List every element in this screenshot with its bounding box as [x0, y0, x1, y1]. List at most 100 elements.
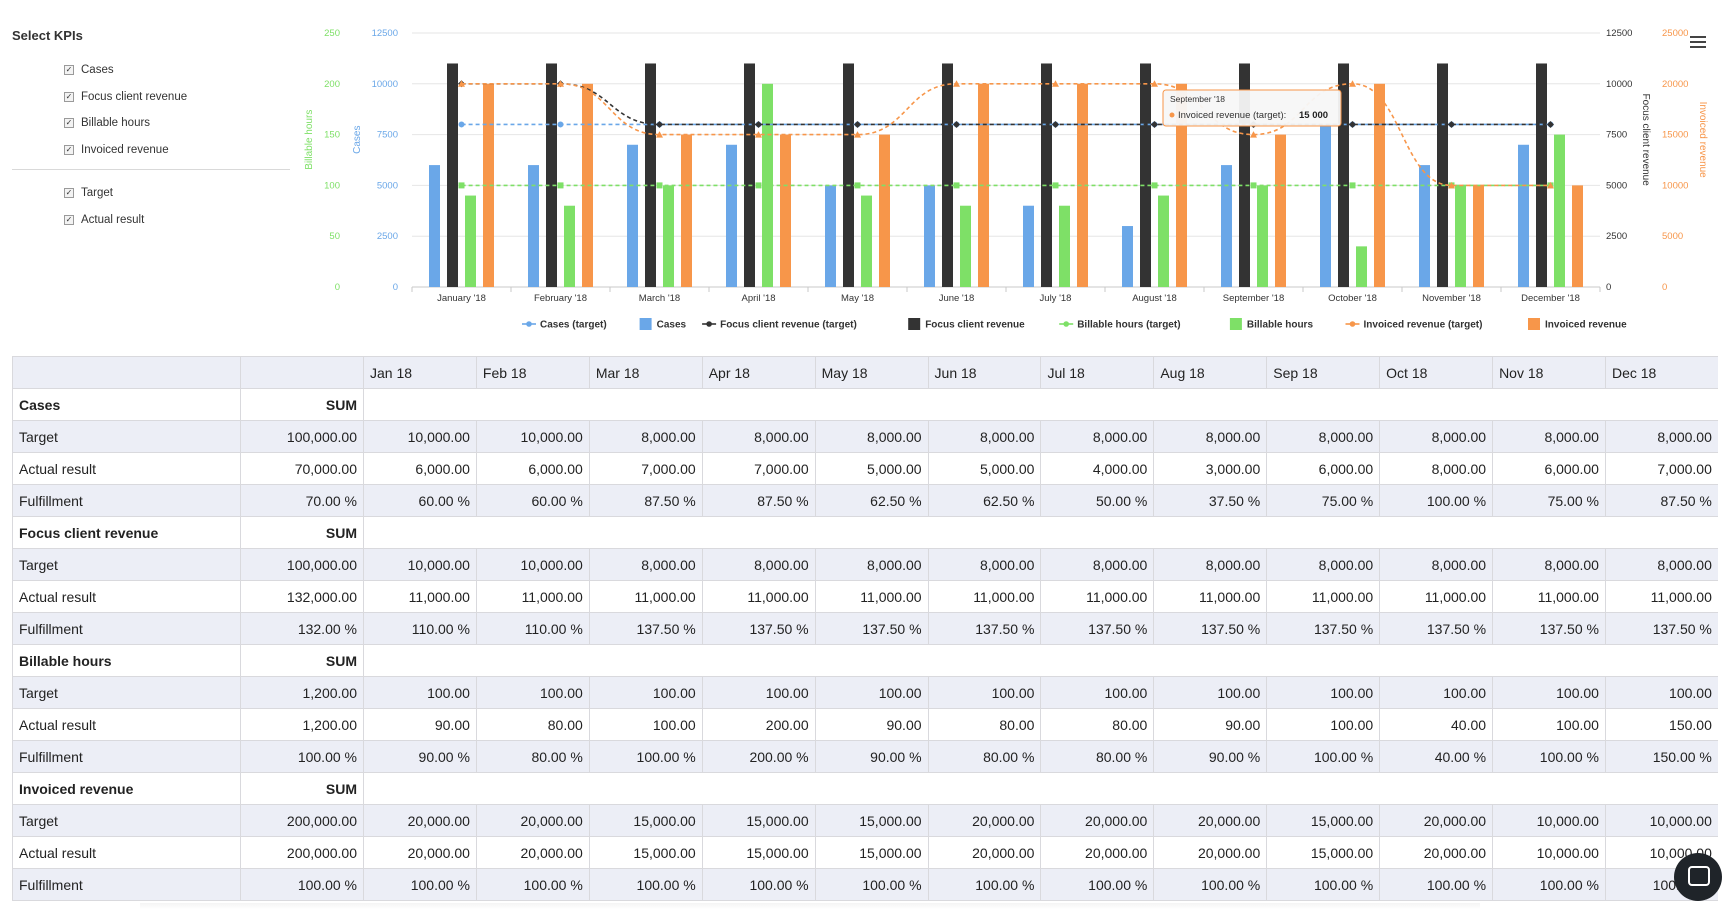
axis-tick-label: 250	[324, 28, 340, 39]
kpi-checkbox-billable-hours[interactable]: ✓ Billable hours	[64, 110, 290, 137]
table-cell: 90.00 %	[363, 740, 477, 773]
target-point	[1052, 80, 1059, 87]
chart-bar	[1239, 63, 1250, 288]
result-checkbox-actual-result[interactable]: ✓ Actual result	[64, 207, 290, 234]
table-header-empty	[240, 356, 364, 389]
section-sum-label: SUM	[240, 644, 364, 677]
table-header-month: Apr 18	[701, 356, 816, 389]
table-cell: 40.00 %	[1379, 740, 1494, 773]
table-cell: 11,000.00	[1604, 580, 1718, 613]
result-checkbox-list: ✓ Target ✓ Actual result	[12, 180, 290, 233]
table-cell: 7,000.00	[588, 452, 703, 485]
table-cell: 5,000.00	[927, 452, 1042, 485]
target-point	[1151, 80, 1158, 87]
chat-icon[interactable]	[1674, 853, 1722, 901]
table-row: Target 200,000.00 20,000.00 20,000.00 15,000…	[12, 804, 1718, 837]
table-cell: 15,000.00	[1266, 804, 1381, 837]
table-header-month: Jun 18	[927, 356, 1042, 389]
x-category-label: November '18	[1422, 293, 1481, 304]
row-label: Fulfillment	[12, 484, 241, 517]
legend-label: Invoiced revenue	[1545, 320, 1627, 331]
hamburger-menu-icon[interactable]	[1690, 36, 1706, 48]
table-cell: 100.00 %	[1492, 868, 1606, 901]
row-sum: 132.00 %	[240, 612, 364, 645]
chart-bar	[1041, 63, 1052, 288]
legend-symbol	[908, 318, 921, 330]
table-cell: 8,000.00	[927, 420, 1042, 453]
legend-label: Cases	[657, 320, 687, 331]
chart-bar	[1473, 185, 1484, 287]
check-icon[interactable]: ✓	[64, 118, 74, 129]
chart-bar	[429, 165, 440, 287]
chart-bar	[843, 63, 854, 288]
target-point	[854, 182, 861, 189]
target-point	[1250, 182, 1257, 189]
table-cell: 137.50 %	[1266, 612, 1381, 645]
kpi-checkbox-focus-client-revenue[interactable]: ✓ Focus client revenue	[64, 84, 290, 111]
table-cell: 100.00	[1492, 708, 1606, 741]
check-icon[interactable]: ✓	[64, 91, 74, 102]
table-cell: 200.00 %	[701, 740, 816, 773]
axis-tick-label: 5000	[377, 180, 398, 191]
table-cell: 100.00	[1266, 708, 1381, 741]
chart-bar	[681, 134, 692, 287]
x-category-label: October '18	[1328, 293, 1377, 304]
row-label: Actual result	[12, 580, 241, 613]
table-cell: 20,000.00	[1040, 836, 1155, 869]
table-cell: 137.50 %	[1604, 612, 1718, 645]
table-cell: 100.00	[475, 676, 590, 709]
table-cell: 100.00 %	[1266, 868, 1381, 901]
chart-bar	[1437, 63, 1448, 288]
result-label: Actual result	[81, 213, 145, 226]
row-label: Target	[12, 676, 241, 709]
table-cell: 8,000.00	[1604, 548, 1718, 581]
table-cell: 8,000.00	[1604, 420, 1718, 453]
row-sum: 100,000.00	[240, 420, 364, 453]
kpi-panel-title: Select KPIs	[12, 28, 83, 43]
target-point	[953, 182, 960, 189]
table-cell: 11,000.00	[1379, 580, 1494, 613]
result-checkbox-target[interactable]: ✓ Target	[64, 180, 290, 207]
axis-tick-label: 0	[335, 282, 340, 293]
target-point	[1547, 181, 1554, 189]
legend-symbol	[526, 321, 532, 327]
kpi-checkbox-cases[interactable]: ✓ Cases	[64, 57, 290, 84]
section-spacer	[363, 516, 1718, 549]
target-point	[854, 120, 861, 128]
chart-bar	[1059, 205, 1070, 287]
axis-tick-label: 12500	[372, 28, 398, 39]
check-icon[interactable]: ✓	[64, 188, 74, 199]
axis-tick-label: 2500	[1606, 231, 1627, 242]
table-cell: 20,000.00	[1379, 836, 1494, 869]
x-category-label: March '18	[639, 293, 680, 304]
chart-bar	[564, 205, 575, 287]
check-icon[interactable]: ✓	[64, 214, 74, 225]
chart-bar	[1536, 63, 1547, 288]
table-row: Fulfillment 100.00 % 90.00 % 80.00 % 100.00 …	[12, 740, 1718, 773]
table-cell: 7,000.00	[701, 452, 816, 485]
table-cell: 100.00	[1379, 676, 1494, 709]
table-cell: 110.00 %	[475, 612, 590, 645]
kpi-label: Billable hours	[81, 117, 151, 130]
table-cell: 100.00	[814, 676, 929, 709]
axis-tick-label: 7500	[1606, 130, 1627, 141]
x-category-label: August '18	[1132, 293, 1177, 304]
target-point	[755, 120, 762, 128]
legend-symbol	[1349, 321, 1356, 327]
table-cell: 11,000.00	[701, 580, 816, 613]
chart-bar	[924, 185, 935, 287]
table-cell: 90.00	[814, 708, 929, 741]
kpi-divider	[12, 169, 290, 170]
chart-bar	[1140, 63, 1151, 288]
table-cell: 200.00	[701, 708, 816, 741]
kpi-checkbox-invoiced-revenue[interactable]: ✓ Invoiced revenue	[64, 137, 290, 164]
chart-bar	[960, 205, 971, 287]
table-cell: 90.00	[1153, 708, 1268, 741]
table-cell: 100.00 %	[1492, 740, 1606, 773]
check-icon[interactable]: ✓	[64, 65, 74, 76]
chart-bar	[780, 134, 791, 287]
target-point	[1250, 131, 1257, 138]
check-icon[interactable]: ✓	[64, 144, 74, 155]
chart-bar	[1419, 165, 1430, 287]
table-cell: 90.00 %	[814, 740, 929, 773]
